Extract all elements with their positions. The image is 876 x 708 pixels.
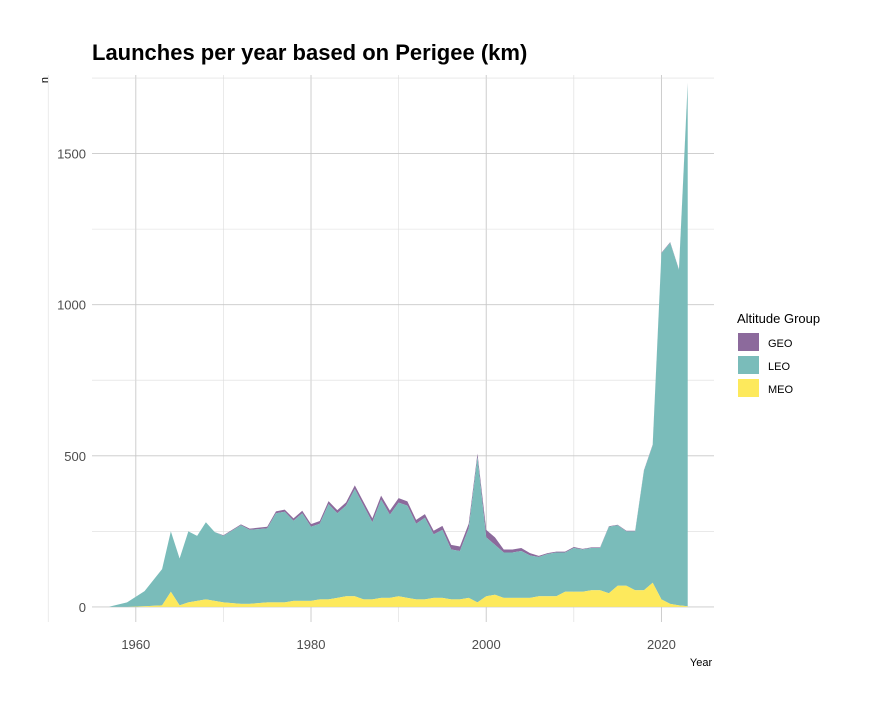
legend-label-leo: LEO	[768, 361, 790, 373]
area-meo	[109, 582, 688, 607]
y-tick-label: 500	[64, 449, 86, 464]
x-tick-label: 2000	[472, 637, 501, 652]
legend-title: Altitude Group	[737, 311, 820, 326]
area-leo	[109, 83, 688, 607]
y-axis-ticks: 0 500 1000 1500	[57, 147, 86, 615]
y-tick-label: 0	[79, 600, 86, 615]
legend-swatch-meo	[738, 379, 759, 397]
legend-swatch-leo	[738, 356, 759, 374]
x-tick-label: 2020	[647, 637, 676, 652]
area-geo	[109, 82, 688, 607]
y-tick-label: 1500	[57, 147, 86, 162]
grid	[47, 75, 714, 622]
legend-label-meo: MEO	[768, 384, 794, 396]
legend-label-geo: GEO	[768, 338, 793, 350]
y-tick-label: 1000	[57, 298, 86, 313]
chart-title: Launches per year based on Perigee (km)	[92, 40, 527, 65]
x-tick-label: 1980	[297, 637, 326, 652]
x-axis-ticks: 1960 1980 2000 2020	[121, 637, 676, 652]
x-axis-title: Year	[690, 657, 713, 669]
stacked-areas	[109, 82, 688, 607]
y-axis-title: n	[39, 77, 51, 83]
x-tick-label: 1960	[121, 637, 150, 652]
legend-swatch-geo	[738, 333, 759, 351]
legend: Altitude Group GEO LEO MEO	[737, 311, 820, 397]
